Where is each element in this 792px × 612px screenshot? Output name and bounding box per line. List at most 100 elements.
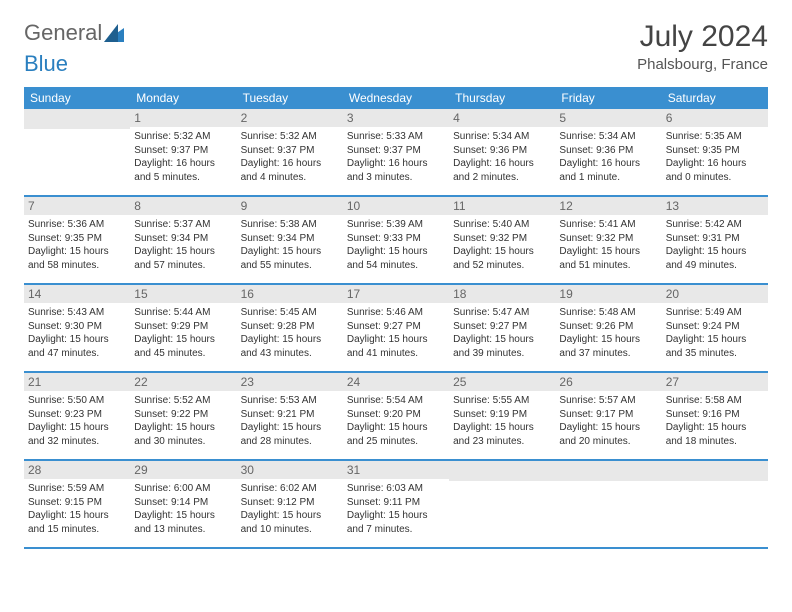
calendar-day: 26 Sunrise: 5:57 AMSunset: 9:17 PMDayligh… xyxy=(555,372,661,460)
day-number xyxy=(24,109,130,129)
day-info: Sunrise: 5:50 AMSunset: 9:23 PMDaylight:… xyxy=(28,394,126,448)
day-number: 15 xyxy=(130,285,236,303)
day-number: 9 xyxy=(237,197,343,215)
day-number: 4 xyxy=(449,109,555,127)
calendar-day: 30Sunrise: 6:02 AMSunset: 9:12 PMDayligh… xyxy=(237,460,343,548)
day-info: Sunrise: 5:52 AMSunset: 9:22 PMDaylight:… xyxy=(134,394,232,448)
logo-icon xyxy=(104,24,124,42)
day-info: Sunrise: 5:41 AMSunset: 9:32 PMDaylight:… xyxy=(559,218,657,272)
calendar-week: 14 Sunrise: 5:43 AMSunset: 9:30 PMDayligh… xyxy=(24,284,768,372)
day-info: Sunrise: 5:53 AMSunset: 9:21 PMDaylight:… xyxy=(241,394,339,448)
calendar-day: 18Sunrise: 5:47 AMSunset: 9:27 PMDayligh… xyxy=(449,284,555,372)
calendar-day: 9 Sunrise: 5:38 AMSunset: 9:34 PMDaylight… xyxy=(237,196,343,284)
calendar-day: 4Sunrise: 5:34 AMSunset: 9:36 PMDaylight… xyxy=(449,109,555,196)
day-number: 27 xyxy=(662,373,768,391)
day-header: Sunday xyxy=(24,87,130,109)
day-info: Sunrise: 6:03 AMSunset: 9:11 PMDaylight:… xyxy=(347,482,445,536)
day-number: 21 xyxy=(24,373,130,391)
day-info: Sunrise: 5:37 AMSunset: 9:34 PMDaylight:… xyxy=(134,218,232,272)
day-info: Sunrise: 5:33 AMSunset: 9:37 PMDaylight:… xyxy=(347,130,445,184)
day-info: Sunrise: 5:46 AMSunset: 9:27 PMDaylight:… xyxy=(347,306,445,360)
day-number xyxy=(662,461,768,481)
day-number: 5 xyxy=(555,109,661,127)
day-header: Monday xyxy=(130,87,236,109)
calendar-day: 19 Sunrise: 5:48 AMSunset: 9:26 PMDayligh… xyxy=(555,284,661,372)
calendar-day: 11Sunrise: 5:40 AMSunset: 9:32 PMDayligh… xyxy=(449,196,555,284)
day-number: 26 xyxy=(555,373,661,391)
calendar-day: 5 Sunrise: 5:34 AMSunset: 9:36 PMDaylight… xyxy=(555,109,661,196)
calendar-day: 29Sunrise: 6:00 AMSunset: 9:14 PMDayligh… xyxy=(130,460,236,548)
day-number: 3 xyxy=(343,109,449,127)
day-header: Thursday xyxy=(449,87,555,109)
calendar-day: 3 Sunrise: 5:33 AMSunset: 9:37 PMDaylight… xyxy=(343,109,449,196)
day-header: Friday xyxy=(555,87,661,109)
calendar-day: 21 Sunrise: 5:50 AMSunset: 9:23 PMDayligh… xyxy=(24,372,130,460)
day-number: 6 xyxy=(662,109,768,127)
page-title: July 2024 xyxy=(637,20,768,54)
day-number: 23 xyxy=(237,373,343,391)
day-info: Sunrise: 5:48 AMSunset: 9:26 PMDaylight:… xyxy=(559,306,657,360)
day-info: Sunrise: 5:43 AMSunset: 9:30 PMDaylight:… xyxy=(28,306,126,360)
day-info: Sunrise: 5:32 AMSunset: 9:37 PMDaylight:… xyxy=(241,130,339,184)
day-number: 13 xyxy=(662,197,768,215)
calendar-header-row: SundayMondayTuesdayWednesdayThursdayFrid… xyxy=(24,87,768,109)
day-info: Sunrise: 5:32 AMSunset: 9:37 PMDaylight:… xyxy=(134,130,232,184)
logo-text-1: General xyxy=(24,20,102,46)
day-number: 2 xyxy=(237,109,343,127)
day-info: Sunrise: 5:34 AMSunset: 9:36 PMDaylight:… xyxy=(559,130,657,184)
day-number: 10 xyxy=(343,197,449,215)
day-info: Sunrise: 5:55 AMSunset: 9:19 PMDaylight:… xyxy=(453,394,551,448)
calendar-day: 27Sunrise: 5:58 AMSunset: 9:16 PMDayligh… xyxy=(662,372,768,460)
calendar-day: 8Sunrise: 5:37 AMSunset: 9:34 PMDaylight… xyxy=(130,196,236,284)
day-number: 11 xyxy=(449,197,555,215)
day-number: 22 xyxy=(130,373,236,391)
calendar-day: 1Sunrise: 5:32 AMSunset: 9:37 PMDaylight… xyxy=(130,109,236,196)
day-info: Sunrise: 5:59 AMSunset: 9:15 PMDaylight:… xyxy=(28,482,126,536)
calendar-day xyxy=(24,109,130,196)
calendar-day: 2 Sunrise: 5:32 AMSunset: 9:37 PMDaylight… xyxy=(237,109,343,196)
calendar-day: 7 Sunrise: 5:36 AMSunset: 9:35 PMDaylight… xyxy=(24,196,130,284)
logo-text-2: Blue xyxy=(24,51,68,76)
day-info: Sunrise: 5:42 AMSunset: 9:31 PMDaylight:… xyxy=(666,218,764,272)
calendar-day: 16Sunrise: 5:45 AMSunset: 9:28 PMDayligh… xyxy=(237,284,343,372)
calendar-day: 25 Sunrise: 5:55 AMSunset: 9:19 PMDayligh… xyxy=(449,372,555,460)
calendar-table: SundayMondayTuesdayWednesdayThursdayFrid… xyxy=(24,87,768,549)
day-number: 30 xyxy=(237,461,343,479)
day-number: 7 xyxy=(24,197,130,215)
calendar-day: 17Sunrise: 5:46 AMSunset: 9:27 PMDayligh… xyxy=(343,284,449,372)
day-number: 14 xyxy=(24,285,130,303)
calendar-week: 7 Sunrise: 5:36 AMSunset: 9:35 PMDaylight… xyxy=(24,196,768,284)
calendar-day: 6 Sunrise: 5:35 AMSunset: 9:35 PMDaylight… xyxy=(662,109,768,196)
day-number xyxy=(555,461,661,481)
calendar-day: 20Sunrise: 5:49 AMSunset: 9:24 PMDayligh… xyxy=(662,284,768,372)
day-info: Sunrise: 5:54 AMSunset: 9:20 PMDaylight:… xyxy=(347,394,445,448)
day-number: 24 xyxy=(343,373,449,391)
calendar-day: 10 Sunrise: 5:39 AMSunset: 9:33 PMDayligh… xyxy=(343,196,449,284)
day-info: Sunrise: 5:39 AMSunset: 9:33 PMDaylight:… xyxy=(347,218,445,272)
day-info: Sunrise: 5:44 AMSunset: 9:29 PMDaylight:… xyxy=(134,306,232,360)
day-number: 31 xyxy=(343,461,449,479)
day-info: Sunrise: 5:35 AMSunset: 9:35 PMDaylight:… xyxy=(666,130,764,184)
day-info: Sunrise: 5:49 AMSunset: 9:24 PMDaylight:… xyxy=(666,306,764,360)
calendar-week: 28 Sunrise: 5:59 AMSunset: 9:15 PMDayligh… xyxy=(24,460,768,548)
day-header: Saturday xyxy=(662,87,768,109)
day-number: 19 xyxy=(555,285,661,303)
calendar-day xyxy=(555,460,661,548)
day-number: 25 xyxy=(449,373,555,391)
day-number xyxy=(449,461,555,481)
calendar-day: 13 Sunrise: 5:42 AMSunset: 9:31 PMDayligh… xyxy=(662,196,768,284)
day-info: Sunrise: 5:38 AMSunset: 9:34 PMDaylight:… xyxy=(241,218,339,272)
calendar-day: 15 Sunrise: 5:44 AMSunset: 9:29 PMDayligh… xyxy=(130,284,236,372)
day-number: 29 xyxy=(130,461,236,479)
title-block: July 2024 Phalsbourg, France xyxy=(637,20,768,73)
calendar-body: 1Sunrise: 5:32 AMSunset: 9:37 PMDaylight… xyxy=(24,109,768,548)
calendar-day: 23 Sunrise: 5:53 AMSunset: 9:21 PMDayligh… xyxy=(237,372,343,460)
calendar-day xyxy=(449,460,555,548)
day-info: Sunrise: 5:36 AMSunset: 9:35 PMDaylight:… xyxy=(28,218,126,272)
day-info: Sunrise: 5:57 AMSunset: 9:17 PMDaylight:… xyxy=(559,394,657,448)
day-number: 28 xyxy=(24,461,130,479)
calendar-day xyxy=(662,460,768,548)
calendar-day: 31 Sunrise: 6:03 AMSunset: 9:11 PMDayligh… xyxy=(343,460,449,548)
day-header: Wednesday xyxy=(343,87,449,109)
day-info: Sunrise: 5:45 AMSunset: 9:28 PMDaylight:… xyxy=(241,306,339,360)
